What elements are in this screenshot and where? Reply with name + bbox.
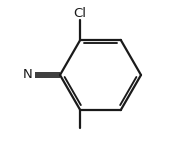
- Text: N: N: [23, 69, 32, 81]
- Text: Cl: Cl: [74, 7, 87, 20]
